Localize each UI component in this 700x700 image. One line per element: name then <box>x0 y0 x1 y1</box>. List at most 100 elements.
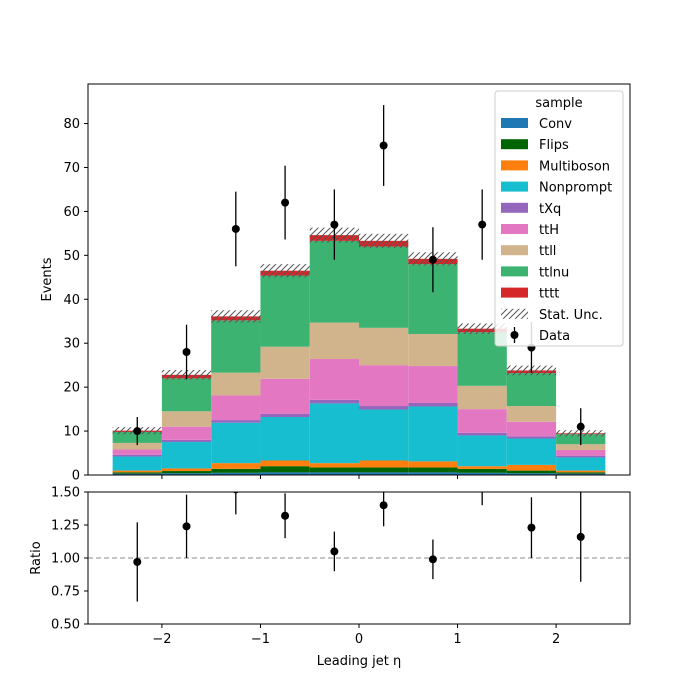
bar-flips <box>556 472 606 474</box>
ratio-point <box>527 523 536 532</box>
legend-swatch <box>501 224 528 234</box>
bar-flips <box>457 468 507 473</box>
bar-multiboson <box>359 460 409 468</box>
y-tick-label: 60 <box>63 205 80 220</box>
bar-ttll <box>112 442 162 450</box>
bar-conv <box>457 472 507 475</box>
bar-flips <box>161 471 212 474</box>
bar-ttll <box>309 322 359 360</box>
stat-unc-band <box>260 264 310 278</box>
bar-tth <box>359 365 409 407</box>
ratio-y-tick-label: 1.50 <box>51 486 80 501</box>
x-tick-label: −2 <box>152 632 171 647</box>
bar-ttll <box>408 333 458 367</box>
legend-data-marker <box>510 331 519 339</box>
bar-multiboson <box>457 466 507 469</box>
bar-ttll <box>211 372 261 396</box>
stat-unc-band <box>457 323 507 334</box>
bar-multiboson <box>408 461 458 468</box>
bar-nonprompt <box>260 417 310 461</box>
legend-swatch <box>501 245 528 256</box>
legend-swatch <box>501 181 528 192</box>
x-tick-label: 1 <box>453 632 461 647</box>
bar-flips <box>112 472 162 474</box>
y-tick-label: 20 <box>63 381 80 396</box>
ratio-plot-area <box>133 492 585 602</box>
legend-swatch <box>501 139 528 150</box>
bar-nonprompt <box>408 406 458 462</box>
data-point <box>281 198 290 207</box>
ratio-point <box>133 557 142 566</box>
bar-conv <box>211 472 261 475</box>
bar-ttlnu <box>260 275 310 347</box>
ratio-y-tick-label: 1.00 <box>51 552 80 567</box>
bar-conv <box>309 472 359 475</box>
data-point <box>330 220 339 229</box>
legend-label: tttt <box>539 287 559 302</box>
bar-ttll <box>161 411 212 427</box>
bar-nonprompt <box>359 409 409 461</box>
bar-nonprompt <box>161 442 212 469</box>
x-tick-label: −1 <box>251 632 270 647</box>
legend-swatch <box>501 266 528 277</box>
ratio-y-tick-label: 1.25 <box>51 519 80 534</box>
legend-label: Stat. Unc. <box>539 308 603 323</box>
legend-swatch <box>501 287 528 298</box>
bar-multiboson <box>112 470 162 473</box>
bar-ttll <box>260 346 310 379</box>
bar-ttlnu <box>211 320 261 373</box>
bar-ttll <box>506 406 557 422</box>
bar-flips <box>408 467 458 473</box>
bar-multiboson <box>211 463 261 469</box>
bar-tth <box>506 421 557 437</box>
y-tick-label: 70 <box>63 161 80 176</box>
bar-tth <box>260 378 310 414</box>
bar-conv <box>506 473 557 475</box>
data-point <box>576 422 585 431</box>
bar-ttll <box>556 444 606 450</box>
bar-txq <box>506 436 557 439</box>
legend-frame <box>494 90 624 347</box>
bar-txq <box>408 402 458 407</box>
ratio-point <box>330 547 339 556</box>
bar-nonprompt <box>112 456 162 471</box>
legend-label: Nonprompt <box>539 181 612 196</box>
bar-txq <box>457 432 507 436</box>
bar-nonprompt <box>556 457 606 471</box>
bar-ttll <box>457 385 507 410</box>
data-point <box>182 347 191 356</box>
bar-nonprompt <box>506 438 557 465</box>
bar-txq <box>112 454 162 457</box>
bar-tth <box>161 426 212 440</box>
bar-conv <box>112 473 162 475</box>
legend-swatch <box>501 202 528 213</box>
ratio-y-tick-label: 0.50 <box>51 618 80 633</box>
legend-title: sample <box>535 96 582 111</box>
bar-multiboson <box>260 460 310 467</box>
bar-tth <box>408 366 458 403</box>
bar-conv <box>161 473 212 475</box>
bar-txq <box>260 413 310 418</box>
bar-flips <box>211 468 261 473</box>
ratio-y-axis-label: Ratio <box>29 541 44 574</box>
data-point <box>379 141 388 150</box>
bar-flips <box>359 467 409 473</box>
legend-swatch-stat-unc <box>501 308 528 319</box>
ratio-point <box>182 522 191 531</box>
bar-conv <box>359 472 409 475</box>
ratio-y-tick-label: 0.75 <box>51 585 80 600</box>
bar-flips <box>309 467 359 473</box>
legend-label: ttlnu <box>539 265 569 280</box>
y-tick-label: 80 <box>63 117 80 132</box>
bar-multiboson <box>161 468 212 472</box>
bar-flips <box>506 470 557 474</box>
legend-label: Multiboson <box>539 159 610 174</box>
bar-tth <box>211 395 261 421</box>
bar-txq <box>556 455 606 458</box>
data-point <box>478 220 487 229</box>
legend-label: Flips <box>539 138 569 153</box>
y-tick-label: 50 <box>63 249 80 264</box>
ratio-point <box>379 501 388 510</box>
ratio-point <box>428 555 437 564</box>
